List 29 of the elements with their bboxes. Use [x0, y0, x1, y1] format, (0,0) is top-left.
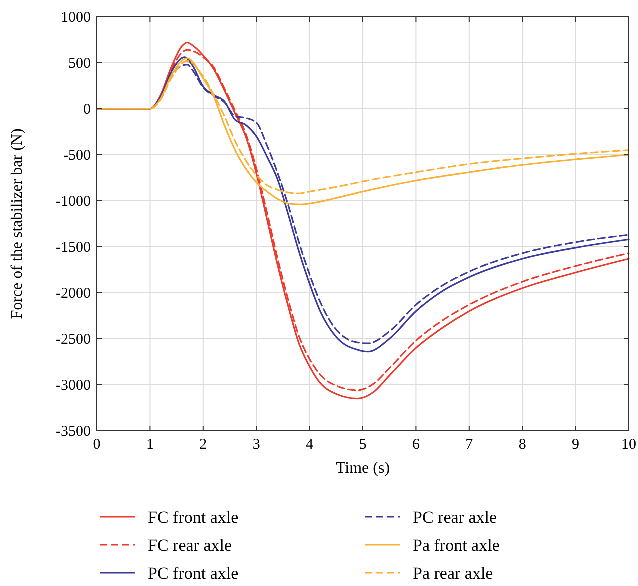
x-tick-label: 7 — [466, 437, 474, 453]
legend-label: Pa rear axle — [413, 564, 494, 583]
x-tick-label: 0 — [93, 437, 101, 453]
x-axis-title: Time (s) — [336, 460, 390, 477]
y-tick-label: -2000 — [56, 286, 91, 302]
y-tick-label: -500 — [64, 148, 91, 164]
y-axis-title: Force of the stabilizer bar (N) — [9, 128, 26, 320]
x-tick-label: 5 — [359, 437, 367, 453]
x-tick-label: 6 — [412, 437, 420, 453]
y-tick-label: -3500 — [56, 424, 91, 440]
legend-label: PC front axle — [148, 564, 239, 583]
x-tick-label: 1 — [146, 437, 154, 453]
legend-label: FC rear axle — [148, 536, 232, 555]
y-tick-label: 500 — [68, 56, 91, 72]
y-tick-label: -1500 — [56, 240, 91, 256]
x-tick-label: 10 — [622, 437, 636, 453]
x-tick-label: 9 — [572, 437, 580, 453]
legend-label: FC front axle — [148, 508, 239, 527]
x-tick-label: 3 — [252, 437, 260, 453]
y-tick-label: 0 — [84, 102, 91, 118]
y-tick-label: -3000 — [56, 378, 91, 394]
y-tick-label: 1000 — [61, 10, 91, 26]
y-tick-label: -2500 — [56, 332, 91, 348]
legend-label: Pa front axle — [413, 536, 500, 555]
x-tick-label: 8 — [518, 437, 526, 453]
x-tick-label: 2 — [200, 437, 208, 453]
x-tick-label: 4 — [306, 437, 314, 453]
legend-label: PC rear axle — [413, 508, 498, 527]
y-tick-label: -1000 — [56, 194, 91, 210]
